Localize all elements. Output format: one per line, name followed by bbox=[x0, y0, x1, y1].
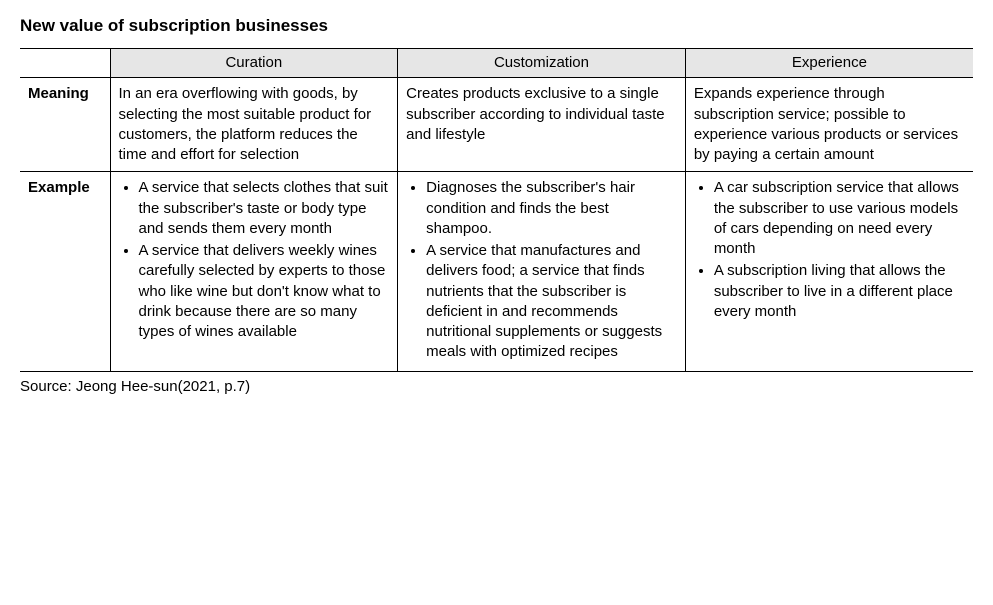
list-item: Diagnoses the subscriber's hair conditio… bbox=[426, 178, 677, 239]
cell-example-customization: Diagnoses the subscriber's hair conditio… bbox=[398, 172, 686, 371]
list-item: A service that delivers weekly wines car… bbox=[139, 241, 390, 342]
value-table: Curation Customization Experience Meanin… bbox=[20, 48, 973, 372]
cell-example-experience: A car subscription service that allows t… bbox=[685, 172, 973, 371]
col-header-customization: Customization bbox=[398, 49, 686, 78]
table-row-example: Example A service that selects clothes t… bbox=[20, 172, 973, 371]
table-header-row: Curation Customization Experience bbox=[20, 49, 973, 78]
cell-meaning-customization: Creates products exclusive to a single s… bbox=[398, 78, 686, 172]
example-list-curation: A service that selects clothes that suit… bbox=[119, 178, 390, 342]
list-item: A car subscription service that allows t… bbox=[714, 178, 965, 259]
table-row-meaning: Meaning In an era overflowing with goods… bbox=[20, 78, 973, 172]
source-citation: Source: Jeong Hee-sun(2021, p.7) bbox=[20, 378, 973, 395]
list-item: A subscription living that allows the su… bbox=[714, 261, 965, 322]
example-list-experience: A car subscription service that allows t… bbox=[694, 178, 965, 322]
row-header-meaning: Meaning bbox=[20, 78, 110, 172]
cell-meaning-curation: In an era overflowing with goods, by sel… bbox=[110, 78, 398, 172]
page-title: New value of subscription businesses bbox=[20, 16, 973, 36]
row-header-example: Example bbox=[20, 172, 110, 371]
list-item: A service that selects clothes that suit… bbox=[139, 178, 390, 239]
col-header-experience: Experience bbox=[685, 49, 973, 78]
header-corner bbox=[20, 49, 110, 78]
cell-meaning-experience: Expands experience through subscription … bbox=[685, 78, 973, 172]
col-header-curation: Curation bbox=[110, 49, 398, 78]
list-item: A service that manufactures and delivers… bbox=[426, 241, 677, 363]
example-list-customization: Diagnoses the subscriber's hair conditio… bbox=[406, 178, 677, 362]
cell-example-curation: A service that selects clothes that suit… bbox=[110, 172, 398, 371]
